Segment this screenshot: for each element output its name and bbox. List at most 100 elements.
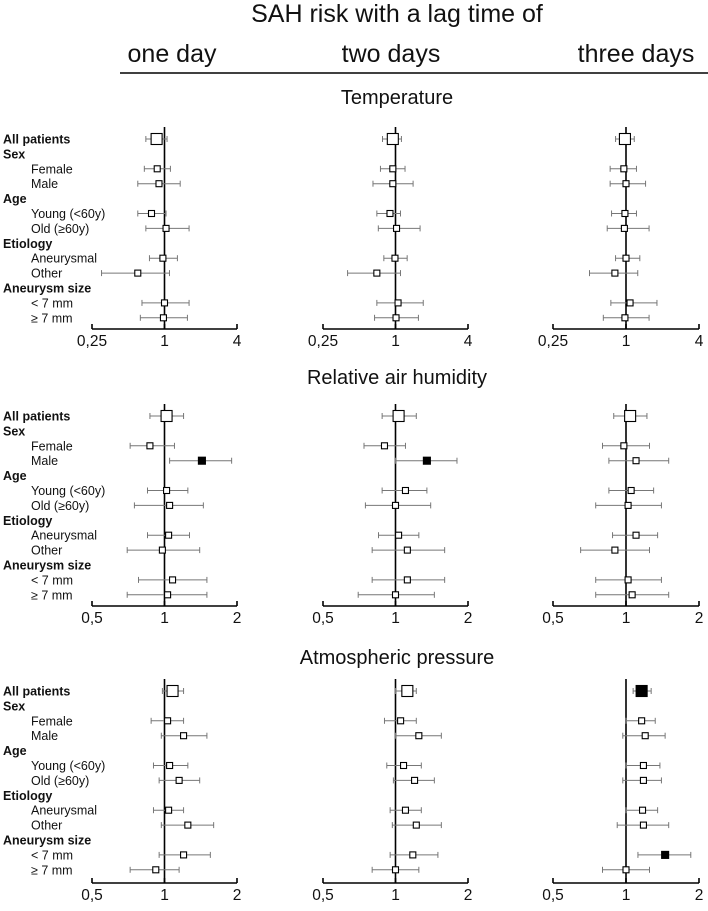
row-label: Sex (3, 147, 25, 161)
estimate-point (620, 165, 628, 173)
estimate-point (164, 717, 172, 725)
x-tick-label: 1 (622, 333, 631, 350)
x-tick-label: 0,5 (312, 887, 334, 904)
estimate-point (165, 806, 173, 814)
estimate-point (622, 180, 630, 188)
significant-point (661, 850, 670, 859)
estimate-point (621, 314, 629, 322)
significant-point (197, 456, 206, 465)
row-label: All patients (3, 685, 70, 699)
estimate-point (165, 531, 173, 539)
estimate-point (399, 761, 408, 770)
estimate-point (380, 442, 389, 450)
estimate-point (386, 209, 394, 218)
x-tick-label: 0,5 (312, 610, 334, 627)
x-tick-label: 1 (391, 333, 400, 350)
estimate-point (389, 180, 397, 188)
estimate-point (626, 299, 634, 307)
estimate-point (180, 732, 188, 740)
estimate-point (639, 776, 647, 784)
estimate-point (621, 209, 629, 218)
row-label: Male (31, 729, 58, 743)
x-tick-label: 2 (233, 887, 242, 904)
x-tick-label: 2 (695, 610, 704, 627)
row-label: < 7 mm (31, 848, 73, 862)
figure-title: SAH risk with a lag time of (251, 0, 543, 28)
estimate-point (620, 224, 628, 232)
estimate-point (391, 254, 399, 262)
lag-label-2: two days (342, 40, 441, 68)
estimate-point (163, 486, 171, 495)
row-label: Age (3, 744, 27, 758)
estimate-point (150, 132, 163, 146)
x-tick-label: 1 (391, 887, 400, 904)
panel-1: 0,25 1 4 (77, 127, 242, 350)
x-tick-label: 1 (622, 610, 631, 627)
estimate-point (401, 684, 414, 698)
row-label: Sex (3, 424, 25, 438)
row-label: Etiology (3, 237, 52, 251)
panel-2: 0,5 1 2 (312, 679, 472, 904)
significant-point (422, 456, 431, 465)
row-label: Old (≥60y) (31, 499, 89, 513)
row-label: Etiology (3, 514, 52, 528)
panel-3: 0,5 1 2 (542, 679, 703, 904)
estimate-point (411, 776, 419, 784)
x-tick-label: 4 (464, 333, 473, 350)
estimate-point (641, 732, 649, 740)
estimate-point (628, 591, 636, 599)
row-label: ≥ 7 mm (31, 311, 73, 325)
estimate-point (164, 591, 172, 599)
estimate-point (146, 442, 154, 450)
estimate-point (392, 314, 400, 322)
estimate-point (624, 576, 632, 584)
estimate-point (175, 776, 183, 784)
row-label: Aneurysm size (3, 282, 91, 296)
row-label: < 7 mm (31, 573, 73, 587)
section-title: Atmospheric pressure (300, 647, 495, 669)
estimate-point (166, 501, 174, 509)
estimate-point (611, 269, 619, 277)
estimate-point (158, 546, 166, 554)
estimate-point (622, 866, 630, 874)
x-tick-label: 2 (464, 887, 473, 904)
estimate-point (147, 209, 156, 218)
row-label: Young (<60y) (31, 484, 105, 498)
lag-label-3: three days (578, 40, 695, 68)
x-tick-label: 0,25 (308, 333, 338, 350)
estimate-point (134, 269, 142, 277)
estimate-point (624, 409, 637, 423)
estimate-point (160, 409, 173, 423)
row-label: Other (31, 819, 62, 833)
x-tick-label: 1 (160, 610, 169, 627)
x-tick-label: 2 (233, 610, 242, 627)
panel-2: 0,25 1 4 (308, 127, 473, 350)
estimate-point (627, 486, 635, 495)
estimate-point (632, 457, 640, 465)
row-label: Female (31, 162, 73, 176)
row-label: ≥ 7 mm (31, 863, 73, 877)
estimate-point (639, 821, 647, 829)
estimate-point (620, 442, 628, 450)
estimate-point (168, 576, 177, 584)
x-tick-label: 1 (622, 887, 631, 904)
row-label: Young (<60y) (31, 759, 105, 773)
panel-1: 0,5 1 2 (81, 404, 241, 627)
row-label: Age (3, 469, 27, 483)
x-tick-label: 0,25 (538, 333, 568, 350)
x-tick-label: 0,25 (77, 333, 107, 350)
estimate-point (403, 576, 411, 584)
x-tick-label: 0,5 (81, 887, 103, 904)
row-label: ≥ 7 mm (31, 588, 73, 602)
estimate-point (401, 486, 410, 495)
x-tick-label: 2 (695, 887, 704, 904)
estimate-point (624, 501, 632, 509)
estimate-point (391, 591, 400, 599)
estimate-point (622, 254, 630, 262)
row-label: Male (31, 177, 58, 191)
estimate-point (184, 821, 192, 829)
